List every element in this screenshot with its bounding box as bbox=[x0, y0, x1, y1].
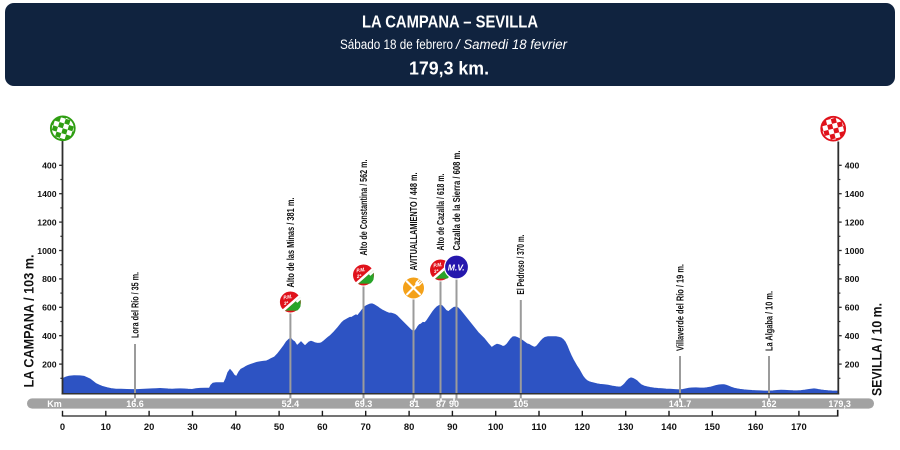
svg-text:200: 200 bbox=[845, 359, 860, 369]
svg-text:69.3: 69.3 bbox=[355, 399, 373, 409]
svg-text:1400: 1400 bbox=[37, 189, 56, 199]
svg-text:Sábado 18 de febrero: Sábado 18 de febrero bbox=[340, 37, 453, 52]
svg-text:170: 170 bbox=[791, 421, 807, 432]
svg-text:600: 600 bbox=[845, 303, 860, 313]
svg-text:P.M.: P.M. bbox=[356, 267, 366, 274]
svg-text:52.4: 52.4 bbox=[282, 399, 300, 409]
svg-text:AVITUALLAMIENTO / 448 m.: AVITUALLAMIENTO / 448 m. bbox=[409, 172, 420, 270]
svg-text:1000: 1000 bbox=[845, 246, 864, 256]
svg-text:LA CAMPANA – SEVILLA: LA CAMPANA – SEVILLA bbox=[362, 12, 538, 32]
svg-text:Alto de Cazalla / 618 m.: Alto de Cazalla / 618 m. bbox=[436, 173, 447, 250]
svg-text:LA CAMPANA / 103 m.: LA CAMPANA / 103 m. bbox=[22, 255, 37, 388]
svg-text:3ª: 3ª bbox=[283, 301, 288, 308]
svg-text:1400: 1400 bbox=[845, 189, 864, 199]
svg-text:La Algaba / 10 m.: La Algaba / 10 m. bbox=[764, 291, 775, 351]
svg-text:800: 800 bbox=[42, 274, 57, 284]
svg-text:10: 10 bbox=[101, 421, 111, 432]
svg-text:800: 800 bbox=[845, 274, 860, 284]
svg-text:30: 30 bbox=[187, 421, 197, 432]
svg-text:3ª: 3ª bbox=[433, 269, 438, 276]
svg-text:Km: Km bbox=[47, 399, 62, 409]
svg-text:400: 400 bbox=[845, 331, 860, 341]
svg-text:P.M.: P.M. bbox=[433, 262, 443, 269]
svg-text:80: 80 bbox=[404, 421, 414, 432]
svg-text:70: 70 bbox=[360, 421, 370, 432]
svg-text:400: 400 bbox=[845, 161, 860, 171]
svg-text:50: 50 bbox=[274, 421, 284, 432]
svg-text:141.7: 141.7 bbox=[669, 399, 692, 409]
svg-text:1000: 1000 bbox=[37, 246, 56, 256]
svg-text:600: 600 bbox=[42, 303, 57, 313]
svg-text:110: 110 bbox=[531, 421, 546, 432]
svg-text:87: 87 bbox=[436, 399, 446, 409]
svg-text:105: 105 bbox=[513, 399, 528, 409]
svg-text:/ Samedi 18 fevrier: / Samedi 18 fevrier bbox=[455, 37, 567, 52]
svg-text:150: 150 bbox=[704, 421, 720, 432]
svg-text:Alto de Constantina / 562 m.: Alto de Constantina / 562 m. bbox=[359, 159, 370, 255]
svg-text:20: 20 bbox=[144, 421, 154, 432]
svg-text:El Pedroso / 370 m.: El Pedroso / 370 m. bbox=[516, 234, 527, 294]
svg-text:Lora del Río / 35 m.: Lora del Río / 35 m. bbox=[130, 272, 141, 338]
svg-text:130: 130 bbox=[618, 421, 634, 432]
svg-text:60: 60 bbox=[317, 421, 327, 432]
svg-text:179,3 km.: 179,3 km. bbox=[409, 59, 489, 79]
svg-text:179,3: 179,3 bbox=[828, 399, 851, 409]
svg-text:140: 140 bbox=[661, 421, 677, 432]
svg-text:81: 81 bbox=[409, 399, 419, 409]
svg-text:0: 0 bbox=[60, 421, 65, 432]
svg-text:2ª: 2ª bbox=[355, 274, 361, 281]
svg-text:90: 90 bbox=[449, 399, 459, 409]
svg-text:160: 160 bbox=[748, 421, 764, 432]
svg-text:162: 162 bbox=[761, 399, 776, 409]
svg-text:400: 400 bbox=[42, 331, 57, 341]
svg-text:Villaverde del Río / 19 m.: Villaverde del Río / 19 m. bbox=[675, 264, 686, 351]
svg-text:400: 400 bbox=[42, 161, 57, 171]
svg-text:Alto de las Minas / 381 m.: Alto de las Minas / 381 m. bbox=[286, 197, 297, 287]
svg-text:1200: 1200 bbox=[37, 217, 56, 227]
svg-text:1200: 1200 bbox=[845, 217, 864, 227]
svg-text:P.M.: P.M. bbox=[283, 294, 293, 301]
svg-text:SEVILLA / 10 m.: SEVILLA / 10 m. bbox=[869, 303, 885, 396]
svg-text:100: 100 bbox=[488, 421, 504, 432]
svg-text:M.V.: M.V. bbox=[448, 262, 465, 272]
svg-text:200: 200 bbox=[42, 359, 57, 369]
svg-text:Cazalla de la Sierra / 608 m.: Cazalla de la Sierra / 608 m. bbox=[452, 150, 463, 250]
svg-text:120: 120 bbox=[574, 421, 590, 432]
svg-text:40: 40 bbox=[231, 421, 241, 432]
svg-text:16.6: 16.6 bbox=[126, 399, 144, 409]
svg-text:90: 90 bbox=[447, 421, 457, 432]
